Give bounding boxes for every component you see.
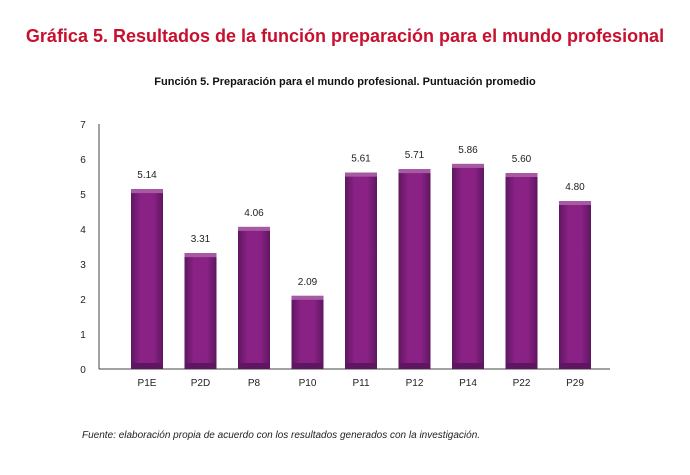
bar-P2D — [184, 253, 217, 369]
bar-P29 — [559, 201, 591, 369]
bar-P14 — [452, 163, 484, 369]
bar — [398, 169, 431, 369]
bar-P8 — [238, 226, 270, 369]
bar — [505, 173, 538, 369]
bars — [131, 163, 591, 369]
bar — [345, 172, 377, 369]
bar-top-highlight — [184, 253, 217, 258]
bar — [559, 201, 591, 369]
bar-base-shadow — [398, 363, 431, 369]
y-tick-label: 2 — [80, 295, 86, 306]
bar-base-shadow — [238, 363, 270, 369]
bar-top-highlight — [505, 173, 538, 177]
data-label: 5.14 — [137, 170, 157, 181]
bar-P11 — [345, 172, 377, 369]
data-label: 5.86 — [458, 145, 478, 156]
bar — [238, 226, 270, 369]
y-tick-label: 6 — [80, 155, 86, 166]
chart-title: Función 5. Preparación para el mundo pro… — [154, 76, 536, 88]
bar-top-highlight — [452, 163, 484, 168]
bar-P10 — [291, 295, 324, 369]
data-labels: 5.14 3.31 4.06 2.09 5.61 5.71 5.86 5.60 4.80 — [137, 145, 585, 288]
data-label: 5.60 — [512, 154, 532, 165]
bar-top-highlight — [291, 295, 324, 300]
bar-base-shadow — [559, 363, 591, 369]
category-label: P14 — [459, 378, 477, 389]
category-label: P8 — [248, 378, 261, 389]
data-label: 3.31 — [191, 234, 211, 245]
category-labels: P1E P2D P8 P10 P11 P12 P14 P22 P29 — [138, 378, 585, 389]
bar-top-highlight — [238, 226, 270, 231]
category-label: P29 — [566, 378, 584, 389]
data-label: 5.61 — [351, 154, 371, 165]
bar-base-shadow — [345, 363, 377, 369]
category-label: P12 — [406, 378, 424, 389]
data-label: 4.06 — [244, 208, 264, 219]
bar-top-highlight — [559, 201, 591, 205]
data-label: 2.09 — [298, 277, 318, 288]
y-tick-label: 1 — [80, 330, 86, 341]
category-label: P11 — [352, 378, 369, 389]
y-tick-label: 4 — [80, 225, 86, 236]
bar-base-shadow — [184, 363, 217, 369]
data-label: 4.80 — [565, 182, 585, 193]
category-label: P10 — [299, 378, 317, 389]
source-note: Fuente: elaboración propia de acuerdo co… — [82, 430, 481, 441]
bar-top-highlight — [398, 169, 431, 174]
figure-title: Gráfica 5. Resultados de la función prep… — [25, 26, 665, 46]
category-label: P2D — [191, 378, 210, 389]
bar — [131, 189, 163, 369]
bar-P1E — [131, 189, 163, 369]
y-tick-label: 7 — [80, 120, 86, 131]
bar-P12 — [398, 169, 431, 369]
y-tick-label: 0 — [80, 365, 86, 376]
data-label: 5.71 — [405, 150, 425, 161]
bar-base-shadow — [291, 363, 324, 369]
bar — [291, 295, 324, 369]
category-label: P22 — [513, 378, 531, 389]
bar-base-shadow — [131, 363, 163, 369]
bar-top-highlight — [131, 189, 163, 194]
y-tick-label: 5 — [80, 190, 86, 201]
bar-base-shadow — [452, 363, 484, 369]
bar — [184, 253, 217, 369]
bar-P22 — [505, 173, 538, 369]
bar-base-shadow — [505, 363, 538, 369]
category-label: P1E — [138, 378, 157, 389]
bar-top-highlight — [345, 172, 377, 177]
bar — [452, 163, 484, 369]
y-tick-label: 3 — [80, 260, 86, 271]
